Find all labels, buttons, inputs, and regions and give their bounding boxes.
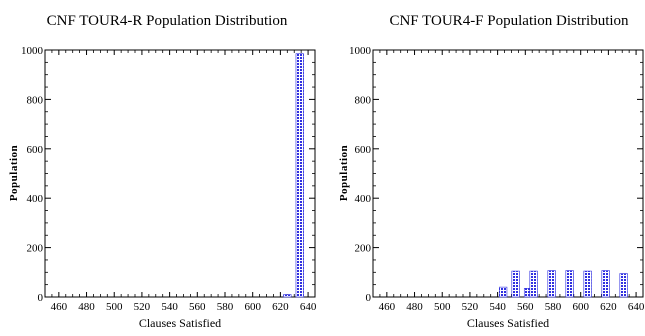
tick-marks bbox=[372, 49, 644, 298]
x-tick-label: 580 bbox=[217, 301, 234, 313]
x-tick-label: 460 bbox=[379, 301, 396, 313]
y-tick-label: 0 bbox=[38, 292, 44, 304]
x-axis-title: Clauses Satisfied bbox=[467, 316, 549, 330]
bar bbox=[565, 270, 574, 298]
y-tick-label: 600 bbox=[27, 144, 44, 156]
y-tick-label: 1000 bbox=[349, 45, 372, 57]
x-tick-label: 640 bbox=[300, 301, 317, 313]
y-tick-label: 600 bbox=[355, 144, 372, 156]
y-tick-label: 400 bbox=[27, 193, 44, 205]
tick-marks bbox=[44, 49, 316, 298]
y-tick-label: 800 bbox=[355, 94, 372, 106]
y-axis-title: Population bbox=[338, 145, 350, 201]
bar bbox=[511, 270, 520, 298]
x-tick-label: 480 bbox=[78, 301, 95, 313]
chart-title: CNF TOUR4-F Population Distribution bbox=[389, 13, 629, 29]
tick-labels: 460 480 500 520 540 560 580 600 620 640 0 200 400 600… bbox=[21, 45, 317, 313]
tick-labels: 460 480 500 520 540 560 580 600 620 640 0 200 400 600… bbox=[349, 45, 645, 313]
x-tick-label: 620 bbox=[272, 301, 289, 313]
x-tick-label: 520 bbox=[134, 301, 151, 313]
bar bbox=[499, 286, 508, 298]
x-tick-label: 600 bbox=[572, 301, 589, 313]
bar bbox=[283, 294, 292, 298]
x-tick-label: 600 bbox=[244, 301, 261, 313]
y-tick-label: 200 bbox=[355, 243, 372, 255]
y-tick-label: 800 bbox=[27, 94, 44, 106]
x-tick-label: 560 bbox=[517, 301, 534, 313]
x-tick-label: 540 bbox=[161, 301, 178, 313]
plot-frame bbox=[44, 49, 316, 298]
chart-title: CNF TOUR4-R Population Distribution bbox=[47, 13, 288, 29]
x-tick-label: 520 bbox=[462, 301, 479, 313]
x-tick-label: 500 bbox=[106, 301, 123, 313]
x-tick-label: 540 bbox=[489, 301, 506, 313]
y-axis-title: Population bbox=[8, 145, 20, 201]
x-tick-label: 640 bbox=[628, 301, 645, 313]
bar bbox=[295, 53, 304, 298]
bar bbox=[583, 270, 592, 298]
x-tick-label: 500 bbox=[434, 301, 451, 313]
chart-right: CNF TOUR4-F Population Distribution 460 4… bbox=[338, 13, 645, 330]
bar bbox=[547, 270, 556, 298]
y-tick-label: 200 bbox=[27, 243, 44, 255]
x-tick-label: 460 bbox=[51, 301, 68, 313]
x-tick-label: 480 bbox=[406, 301, 423, 313]
bar bbox=[619, 273, 628, 298]
y-tick-label: 400 bbox=[355, 193, 372, 205]
y-tick-label: 0 bbox=[366, 292, 372, 304]
x-tick-label: 580 bbox=[545, 301, 562, 313]
x-tick-label: 560 bbox=[189, 301, 206, 313]
bars bbox=[283, 53, 304, 298]
bar bbox=[601, 270, 610, 298]
y-tick-label: 1000 bbox=[21, 45, 44, 57]
x-axis-title: Clauses Satisfied bbox=[139, 316, 221, 330]
chart-left: CNF TOUR4-R Population Distribution 460 4… bbox=[8, 13, 317, 330]
bars bbox=[499, 270, 628, 298]
bar bbox=[529, 270, 538, 298]
plot-frame bbox=[372, 49, 644, 298]
x-tick-label: 620 bbox=[600, 301, 617, 313]
